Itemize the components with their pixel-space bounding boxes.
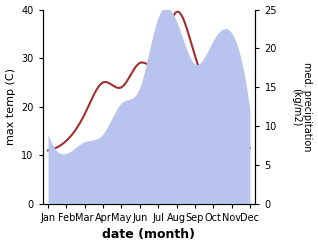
X-axis label: date (month): date (month) bbox=[102, 228, 196, 242]
Y-axis label: med. precipitation
(kg/m2): med. precipitation (kg/m2) bbox=[291, 62, 313, 151]
Y-axis label: max temp (C): max temp (C) bbox=[5, 68, 16, 145]
